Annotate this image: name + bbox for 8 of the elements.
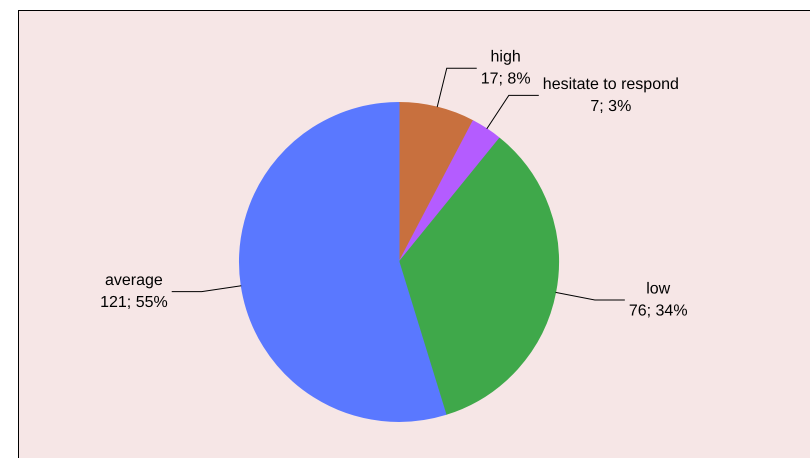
slice-label: low [646, 280, 671, 298]
data-label: 76; 34% [628, 302, 688, 320]
data-label: 17; 8% [480, 70, 531, 88]
slice-label: high [490, 48, 521, 66]
slice-label: average [105, 272, 163, 290]
data-label: 7; 3% [590, 98, 632, 115]
slice-label: hesitate to respond [542, 76, 679, 93]
data-label: 121; 55% [100, 294, 168, 312]
